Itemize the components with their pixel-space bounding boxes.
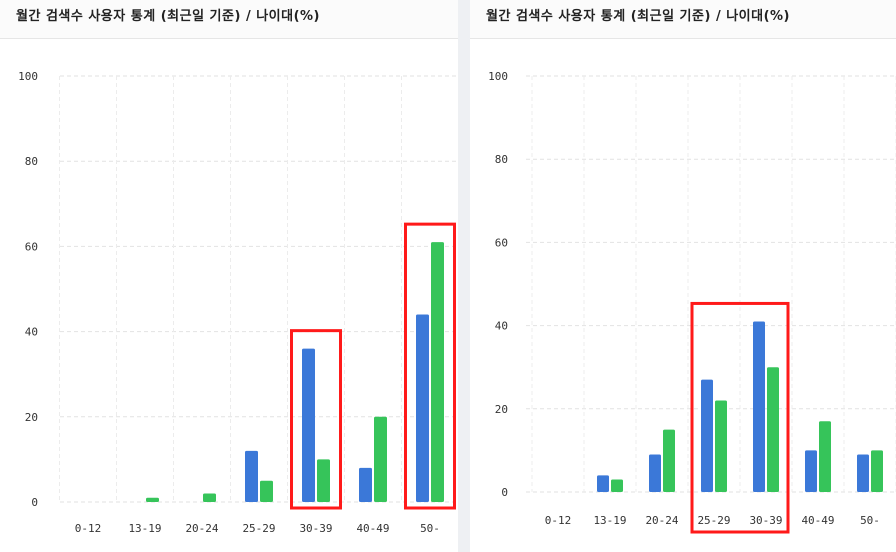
left-bar-green-25-29 [260, 480, 273, 502]
left-x-tick-label: 25-29 [242, 522, 275, 535]
right-bar-chart: 0 20 40 60 80 100 0-12 13-19 20-24 25-29 30-39 40-4… [488, 70, 896, 534]
left-x-tick-label: 50- [420, 522, 440, 535]
left-x-tick-label: 40-49 [356, 522, 389, 535]
left-y-tick-label: 0 [31, 496, 38, 509]
right-y-tick-label: 20 [495, 403, 508, 416]
left-bar-green-50- [431, 242, 444, 502]
right-bar-blue-20-24 [649, 454, 661, 492]
left-bar-blue-40-49 [359, 467, 372, 502]
right-bar-green-13-19 [611, 479, 623, 492]
left-bar-green-40-49 [374, 416, 387, 502]
right-x-tick-label: 40-49 [801, 514, 834, 527]
right-x-tick-label: 50- [860, 514, 880, 527]
right-x-tick-label: 13-19 [593, 514, 626, 527]
left-chart-title: 월간 검색수 사용자 통계 (최근일 기준) / 나이대(%) [0, 0, 458, 39]
left-y-tick-label: 80 [25, 155, 38, 168]
left-highlight-box [290, 329, 342, 510]
left-y-tick-label: 60 [25, 240, 38, 253]
left-x-tick-label: 0-12 [75, 522, 102, 535]
left-bar-chart: 0 20 40 60 80 100 0-12 13-19 20-24 25-29 30-39 40-4… [18, 70, 456, 535]
right-highlight-box [690, 301, 790, 534]
right-bar-blue-40-49 [805, 450, 817, 492]
left-chart-panel: 월간 검색수 사용자 통계 (최근일 기준) / 나이대(%) 0 20 40 60 8… [0, 0, 458, 535]
right-y-tick-label: 40 [495, 320, 508, 333]
right-bar-green-20-24 [663, 429, 675, 492]
left-highlight-box [404, 222, 456, 510]
left-bar-blue-50- [416, 314, 429, 502]
right-bar-green-30-39 [767, 367, 779, 492]
left-y-tick-label: 40 [25, 326, 38, 339]
right-x-tick-label: 20-24 [645, 514, 678, 527]
left-bar-blue-30-39 [302, 348, 315, 502]
left-x-tick-label: 30-39 [299, 522, 332, 535]
left-bar-green-20-24 [203, 493, 216, 502]
right-y-tick-label: 0 [501, 486, 508, 499]
right-x-tick-label: 30-39 [749, 514, 782, 527]
right-bar-blue-30-39 [753, 321, 765, 492]
left-bar-green-13-19 [146, 497, 159, 502]
left-bar-green-30-39 [317, 459, 330, 502]
right-bar-blue-25-29 [701, 379, 713, 492]
right-bar-green-40-49 [819, 421, 831, 492]
right-y-tick-label: 60 [495, 236, 508, 249]
right-chart-panel: 월간 검색수 사용자 통계 (최근일 기준) / 나이대(%) 0 20 40 60 8… [470, 0, 896, 552]
right-bar-blue-13-19 [597, 475, 609, 492]
panel-divider [458, 0, 470, 552]
right-x-tick-label: 25-29 [697, 514, 730, 527]
right-bar-green-25-29 [715, 400, 727, 492]
left-x-tick-label: 20-24 [185, 522, 218, 535]
right-y-tick-label: 100 [488, 70, 508, 83]
left-y-tick-label: 20 [25, 411, 38, 424]
right-bar-blue-50- [857, 454, 869, 492]
right-y-tick-label: 80 [495, 153, 508, 166]
right-x-tick-label: 0-12 [545, 514, 572, 527]
right-bar-green-50- [871, 450, 883, 492]
left-y-tick-label: 100 [18, 70, 38, 83]
left-x-tick-label: 13-19 [128, 522, 161, 535]
right-chart-title: 월간 검색수 사용자 통계 (최근일 기준) / 나이대(%) [470, 0, 896, 39]
left-bar-blue-25-29 [245, 450, 258, 502]
